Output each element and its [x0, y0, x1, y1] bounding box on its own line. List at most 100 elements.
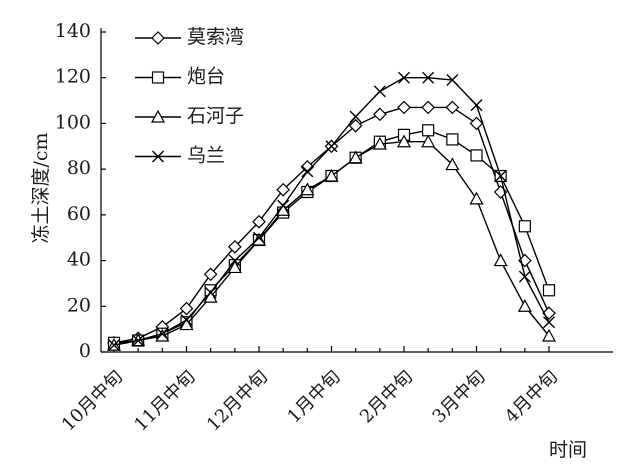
data-point: [469, 191, 484, 205]
legend-label: 炮台: [187, 66, 225, 88]
x-stroke: [204, 286, 217, 299]
x-stroke: [228, 254, 241, 267]
legend-label: 石河子: [187, 105, 244, 127]
data-point: [349, 110, 362, 123]
x-stroke: [152, 150, 164, 163]
data-point: [325, 140, 338, 153]
x-tick-label: 12月中旬: [203, 366, 272, 435]
x-stroke: [398, 71, 410, 84]
data-point: [179, 317, 194, 331]
x-stroke: [470, 99, 483, 112]
data-point: [251, 232, 267, 246]
y-tick-label: 40: [67, 249, 91, 271]
data-point: [373, 107, 387, 122]
data-point: [445, 157, 460, 171]
data-point: [470, 149, 483, 162]
data-point: [108, 339, 120, 352]
data-point: [348, 150, 363, 164]
data-point: [470, 99, 483, 112]
legend-label: 乌兰: [187, 145, 225, 167]
data-point: [446, 133, 459, 146]
x-stroke: [301, 165, 314, 178]
legend-item: 乌兰: [135, 145, 225, 167]
data-point: [493, 253, 508, 267]
data-point: [517, 299, 532, 312]
data-point: [300, 182, 315, 196]
data-point: [253, 231, 265, 244]
data-point: [348, 118, 363, 133]
x-stroke: [156, 327, 169, 340]
y-tick-label: 140: [55, 20, 91, 42]
x-stroke: [446, 74, 459, 86]
data-point: [228, 240, 242, 254]
data-point: [277, 199, 290, 212]
x-stroke: [253, 231, 265, 244]
data-point: [397, 100, 411, 115]
data-point: [180, 314, 193, 326]
y-axis-title: 冻土深度/cm: [30, 132, 52, 243]
y-tick-label: 120: [55, 66, 91, 88]
data-point: [155, 328, 170, 342]
x-stroke: [108, 339, 120, 352]
data-point: [179, 301, 194, 316]
x-stroke: [180, 314, 193, 326]
x-stroke: [373, 85, 386, 98]
y-tick-label: 0: [79, 340, 91, 362]
data-point: [132, 334, 145, 347]
data-point: [324, 168, 339, 182]
data-point: [156, 327, 169, 340]
data-point: [422, 71, 435, 84]
legend-marker: [150, 109, 166, 123]
y-tick-label: 20: [67, 294, 91, 316]
data-point: [422, 124, 435, 137]
data-point: [518, 220, 531, 233]
x-stroke: [494, 170, 507, 182]
x-tick-label: 10月中旬: [58, 366, 127, 435]
data-point: [227, 260, 242, 274]
data-point: [494, 170, 507, 182]
y-tick-label: 60: [67, 203, 91, 225]
series-3: [108, 71, 555, 352]
x-stroke: [132, 334, 145, 347]
data-point: [301, 165, 314, 178]
x-tick-label: 3月中旬: [428, 366, 489, 427]
x-stroke: [543, 316, 555, 329]
data-point: [421, 134, 436, 148]
x-tick-label: 11月中旬: [130, 366, 199, 435]
data-point: [300, 160, 315, 174]
legend-item: 石河子: [135, 105, 244, 127]
legend-marker: [151, 71, 165, 84]
data-point: [542, 284, 556, 297]
data-point: [228, 254, 241, 267]
series-line: [113, 129, 550, 344]
y-tick-label: 100: [55, 111, 91, 133]
legend-marker: [151, 31, 165, 45]
x-axis-title: 时间: [549, 439, 587, 461]
data-point: [543, 316, 555, 329]
data-point: [541, 328, 557, 342]
x-stroke: [422, 71, 435, 84]
x-tick-label: 4月中旬: [501, 366, 562, 427]
x-stroke: [277, 199, 290, 212]
data-point: [276, 182, 290, 197]
data-point: [396, 134, 412, 148]
data-point: [203, 267, 218, 282]
data-point: [252, 214, 266, 229]
legend-label: 莫索湾: [187, 26, 244, 48]
data-point: [446, 74, 459, 86]
x-tick-label: 1月中旬: [283, 366, 344, 427]
x-stroke: [518, 270, 531, 283]
x-tick-label: 2月中旬: [356, 366, 417, 427]
legend-item: 炮台: [135, 66, 225, 88]
legend-item: 莫索湾: [135, 26, 244, 48]
x-stroke: [349, 110, 362, 123]
series-line: [113, 76, 550, 346]
y-tick-label: 80: [67, 157, 91, 179]
data-point: [445, 100, 460, 115]
series-group: [106, 71, 557, 352]
legend-marker: [152, 150, 164, 163]
x-stroke: [325, 140, 338, 153]
